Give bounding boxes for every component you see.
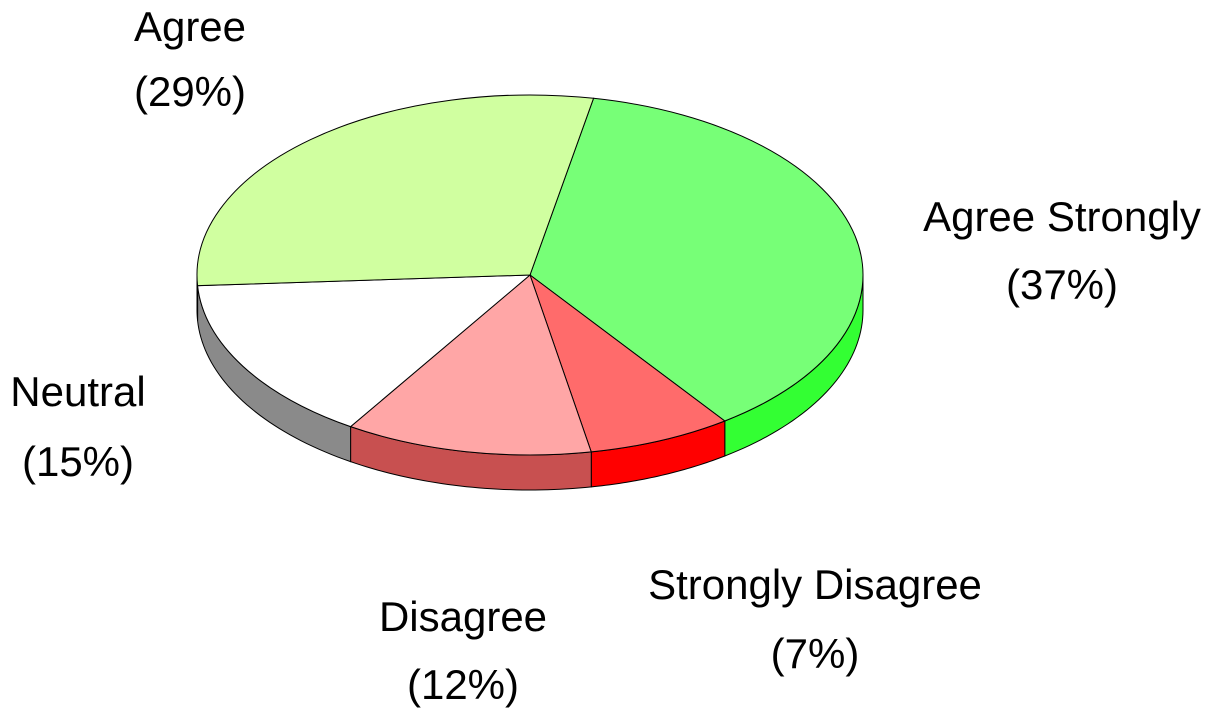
slice-label: Disagree bbox=[379, 593, 547, 640]
slice-value-label: (7%) bbox=[771, 630, 860, 677]
slice-label: Agree bbox=[134, 3, 246, 50]
slice-value-label: (12%) bbox=[407, 661, 519, 708]
slice-label: Agree Strongly bbox=[923, 193, 1201, 240]
slice-value-label: (29%) bbox=[134, 68, 246, 115]
slice-label: Neutral bbox=[10, 368, 145, 415]
slice-label: Strongly Disagree bbox=[648, 561, 982, 608]
pie-slice bbox=[196, 94, 595, 287]
slice-value-label: (15%) bbox=[22, 438, 134, 485]
slice-value-label: (37%) bbox=[1006, 261, 1118, 308]
pie-slice bbox=[197, 274, 532, 428]
pie-slice bbox=[349, 274, 592, 456]
pie-slice bbox=[529, 97, 864, 422]
pie-slice bbox=[528, 273, 726, 453]
